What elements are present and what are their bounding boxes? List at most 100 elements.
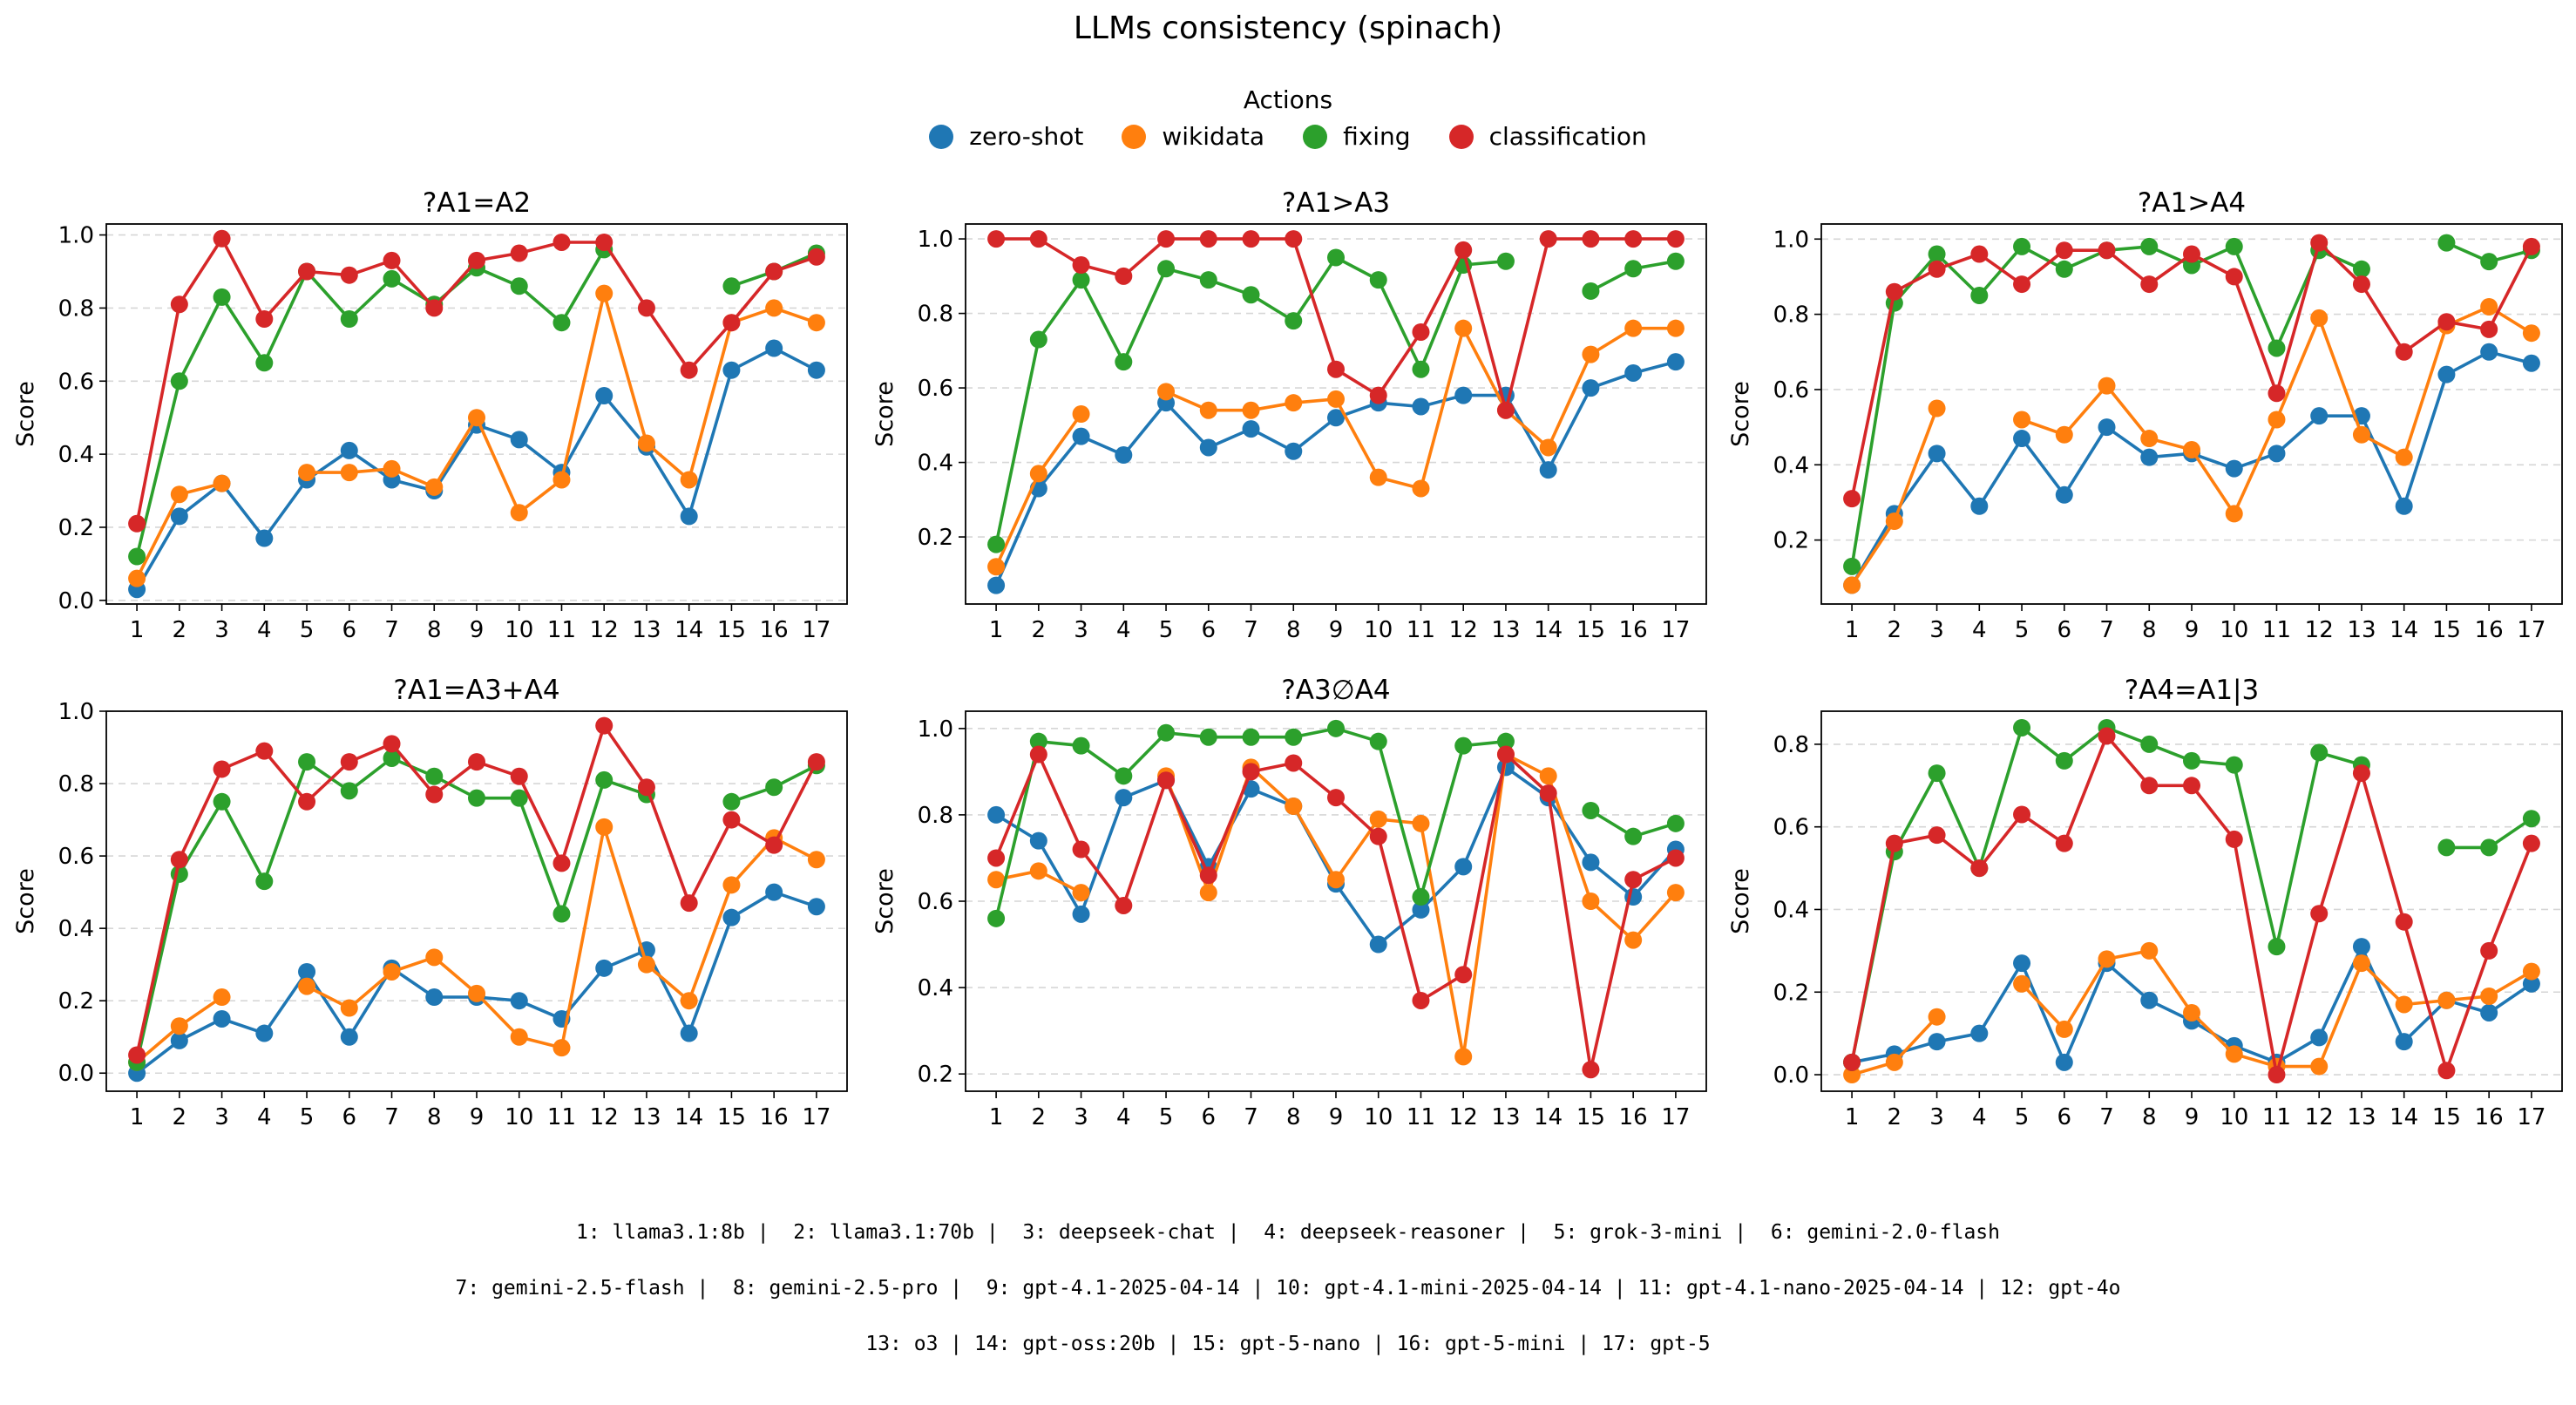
chart-3-point-zero-shot — [2055, 485, 2073, 504]
chart-6-point-zero-shot — [1970, 1024, 1989, 1042]
chart-4-xtick-label: 16 — [760, 1104, 789, 1130]
chart-6-point-classification — [2013, 805, 2031, 824]
chart-3-point-zero-shot — [2268, 445, 2286, 463]
chart-6-ylabel: Score — [1727, 868, 1754, 934]
chart-1-point-wikidata — [552, 471, 571, 489]
chart-4-xtick-label: 13 — [632, 1104, 661, 1130]
chart-3-point-fixing — [2268, 339, 2286, 357]
chart-5-point-classification — [1285, 754, 1303, 772]
chart-2-point-wikidata — [1666, 319, 1685, 337]
chart-4-point-wikidata — [468, 984, 485, 1002]
chart-5-point-fixing — [1412, 888, 1430, 906]
chart-5-point-classification — [1666, 849, 1685, 867]
chart-3-point-classification — [2395, 343, 2413, 361]
chart-3-point-wikidata — [2013, 411, 2031, 429]
chart-1-point-wikidata — [468, 409, 485, 427]
chart-5-ytick-label: 0.2 — [918, 1062, 953, 1088]
footnote-line-1: 1: llama3.1:8b | 2: llama3.1:70b | 3: de… — [576, 1221, 2000, 1244]
chart-3-point-zero-shot — [2310, 407, 2329, 425]
chart-6-point-zero-shot — [2395, 1033, 2413, 1051]
chart-5-point-fixing — [1242, 728, 1260, 746]
chart-2-frame — [965, 223, 1707, 605]
chart-2-point-fixing — [1412, 360, 1430, 378]
chart-5-xtick-label: 11 — [1407, 1104, 1435, 1130]
chart-5-point-wikidata — [1624, 931, 1643, 949]
chart-1-ytick-label: 0.4 — [58, 442, 94, 468]
legend-marker-fixing — [1303, 124, 1328, 149]
chart-4-point-wikidata — [510, 1028, 528, 1046]
chart-2-point-zero-shot — [1285, 442, 1303, 460]
chart-4-xtick-label: 9 — [470, 1104, 485, 1130]
chart-1-point-wikidata — [340, 464, 358, 482]
chart-6-point-wikidata — [2437, 991, 2456, 1009]
chart-1-point-wikidata — [595, 284, 613, 302]
chart-2-point-wikidata — [1327, 390, 1345, 408]
chart-1-xtick-label: 10 — [505, 617, 533, 643]
chart-3-point-zero-shot — [2098, 418, 2116, 437]
chart-5-point-wikidata — [1285, 798, 1303, 815]
chart-5-point-fixing — [1496, 732, 1515, 750]
chart-5-point-classification — [1454, 966, 1473, 984]
chart-4-point-wikidata — [425, 948, 444, 967]
chart-1-xtick-label: 14 — [675, 617, 703, 643]
chart-6-point-zero-shot — [2310, 1028, 2329, 1047]
chart-6-title: ?A4=A1|3 — [2125, 675, 2259, 706]
chart-5-xtick-label: 14 — [1534, 1104, 1563, 1130]
chart-6-point-classification — [2140, 777, 2159, 795]
chart-6-point-wikidata — [2225, 1045, 2243, 1063]
chart-6-xtick-label: 3 — [1929, 1104, 1944, 1130]
chart-4-xtick-label: 7 — [384, 1104, 399, 1130]
chart-3-point-fixing — [2480, 253, 2498, 271]
chart-2-ytick-label: 1.0 — [918, 227, 953, 253]
chart-4-point-wikidata — [595, 818, 613, 836]
figure-title: LLMs consistency (spinach) — [1073, 10, 1503, 46]
chart-1-point-classification — [807, 248, 825, 266]
chart-3-line-zero-shot — [1850, 350, 2532, 587]
chart-6-ytick-label: 0.0 — [1773, 1062, 1809, 1089]
chart-4-point-fixing — [765, 778, 783, 797]
chart-3-xtick-label: 14 — [2390, 617, 2418, 643]
chart-4-point-fixing — [213, 792, 231, 811]
chart-4-xtick-label: 6 — [342, 1104, 357, 1130]
chart-2-point-wikidata — [1242, 401, 1260, 419]
chart-3-point-wikidata — [2522, 324, 2540, 343]
chart-1-point-classification — [128, 514, 146, 533]
chart-5-point-zero-shot — [1369, 935, 1387, 954]
chart-3-point-zero-shot — [1970, 497, 1989, 515]
chart-4-xtick-label: 11 — [547, 1104, 576, 1130]
chart-4-point-classification — [213, 760, 231, 778]
chart-6-xtick-label: 12 — [2305, 1104, 2334, 1130]
chart-6-point-fixing — [2013, 718, 2031, 736]
chart-4-point-zero-shot — [340, 1028, 358, 1046]
chart-5-point-zero-shot — [1412, 900, 1430, 919]
chart-6-ytick-label: 0.8 — [1773, 732, 1809, 758]
chart-6-point-classification — [2522, 834, 2540, 852]
chart-2-xtick-label: 8 — [1286, 617, 1301, 643]
chart-2-xtick-label: 3 — [1074, 617, 1088, 643]
chart-2-xtick-label: 16 — [1619, 617, 1648, 643]
chart-6-point-wikidata — [2098, 950, 2116, 968]
chart-6-xtick-label: 11 — [2262, 1104, 2291, 1130]
chart-4-point-zero-shot — [255, 1024, 274, 1042]
chart-3-line-wikidata — [2021, 305, 2532, 516]
chart-4-xtick-label: 3 — [214, 1104, 229, 1130]
chart-5-xtick-label: 12 — [1449, 1104, 1478, 1130]
chart-3-point-classification — [1970, 245, 1989, 263]
chart-1-ytick-label: 0.2 — [58, 515, 94, 541]
chart-4-point-classification — [510, 767, 528, 785]
chart-4-ytick-label: 0.6 — [58, 844, 94, 870]
chart-6-ytick-label: 0.2 — [1773, 980, 1809, 1006]
chart-2-point-zero-shot — [1327, 409, 1345, 427]
chart-5-title: ?A3∅A4 — [1281, 675, 1390, 706]
chart-5-xtick-label: 17 — [1661, 1104, 1690, 1130]
chart-5-point-classification — [1539, 784, 1557, 803]
chart-5-point-classification — [1369, 827, 1387, 845]
chart-2-point-wikidata — [1029, 465, 1047, 483]
chart-6-point-fixing — [1928, 764, 1946, 783]
chart-6-xtick-label: 9 — [2185, 1104, 2200, 1130]
chart-5-point-classification — [1242, 763, 1260, 781]
chart-2-point-zero-shot — [1454, 386, 1473, 404]
chart-2-xtick-label: 6 — [1202, 617, 1217, 643]
chart-5-point-wikidata — [1199, 884, 1217, 902]
chart-2-point-zero-shot — [1199, 438, 1217, 457]
